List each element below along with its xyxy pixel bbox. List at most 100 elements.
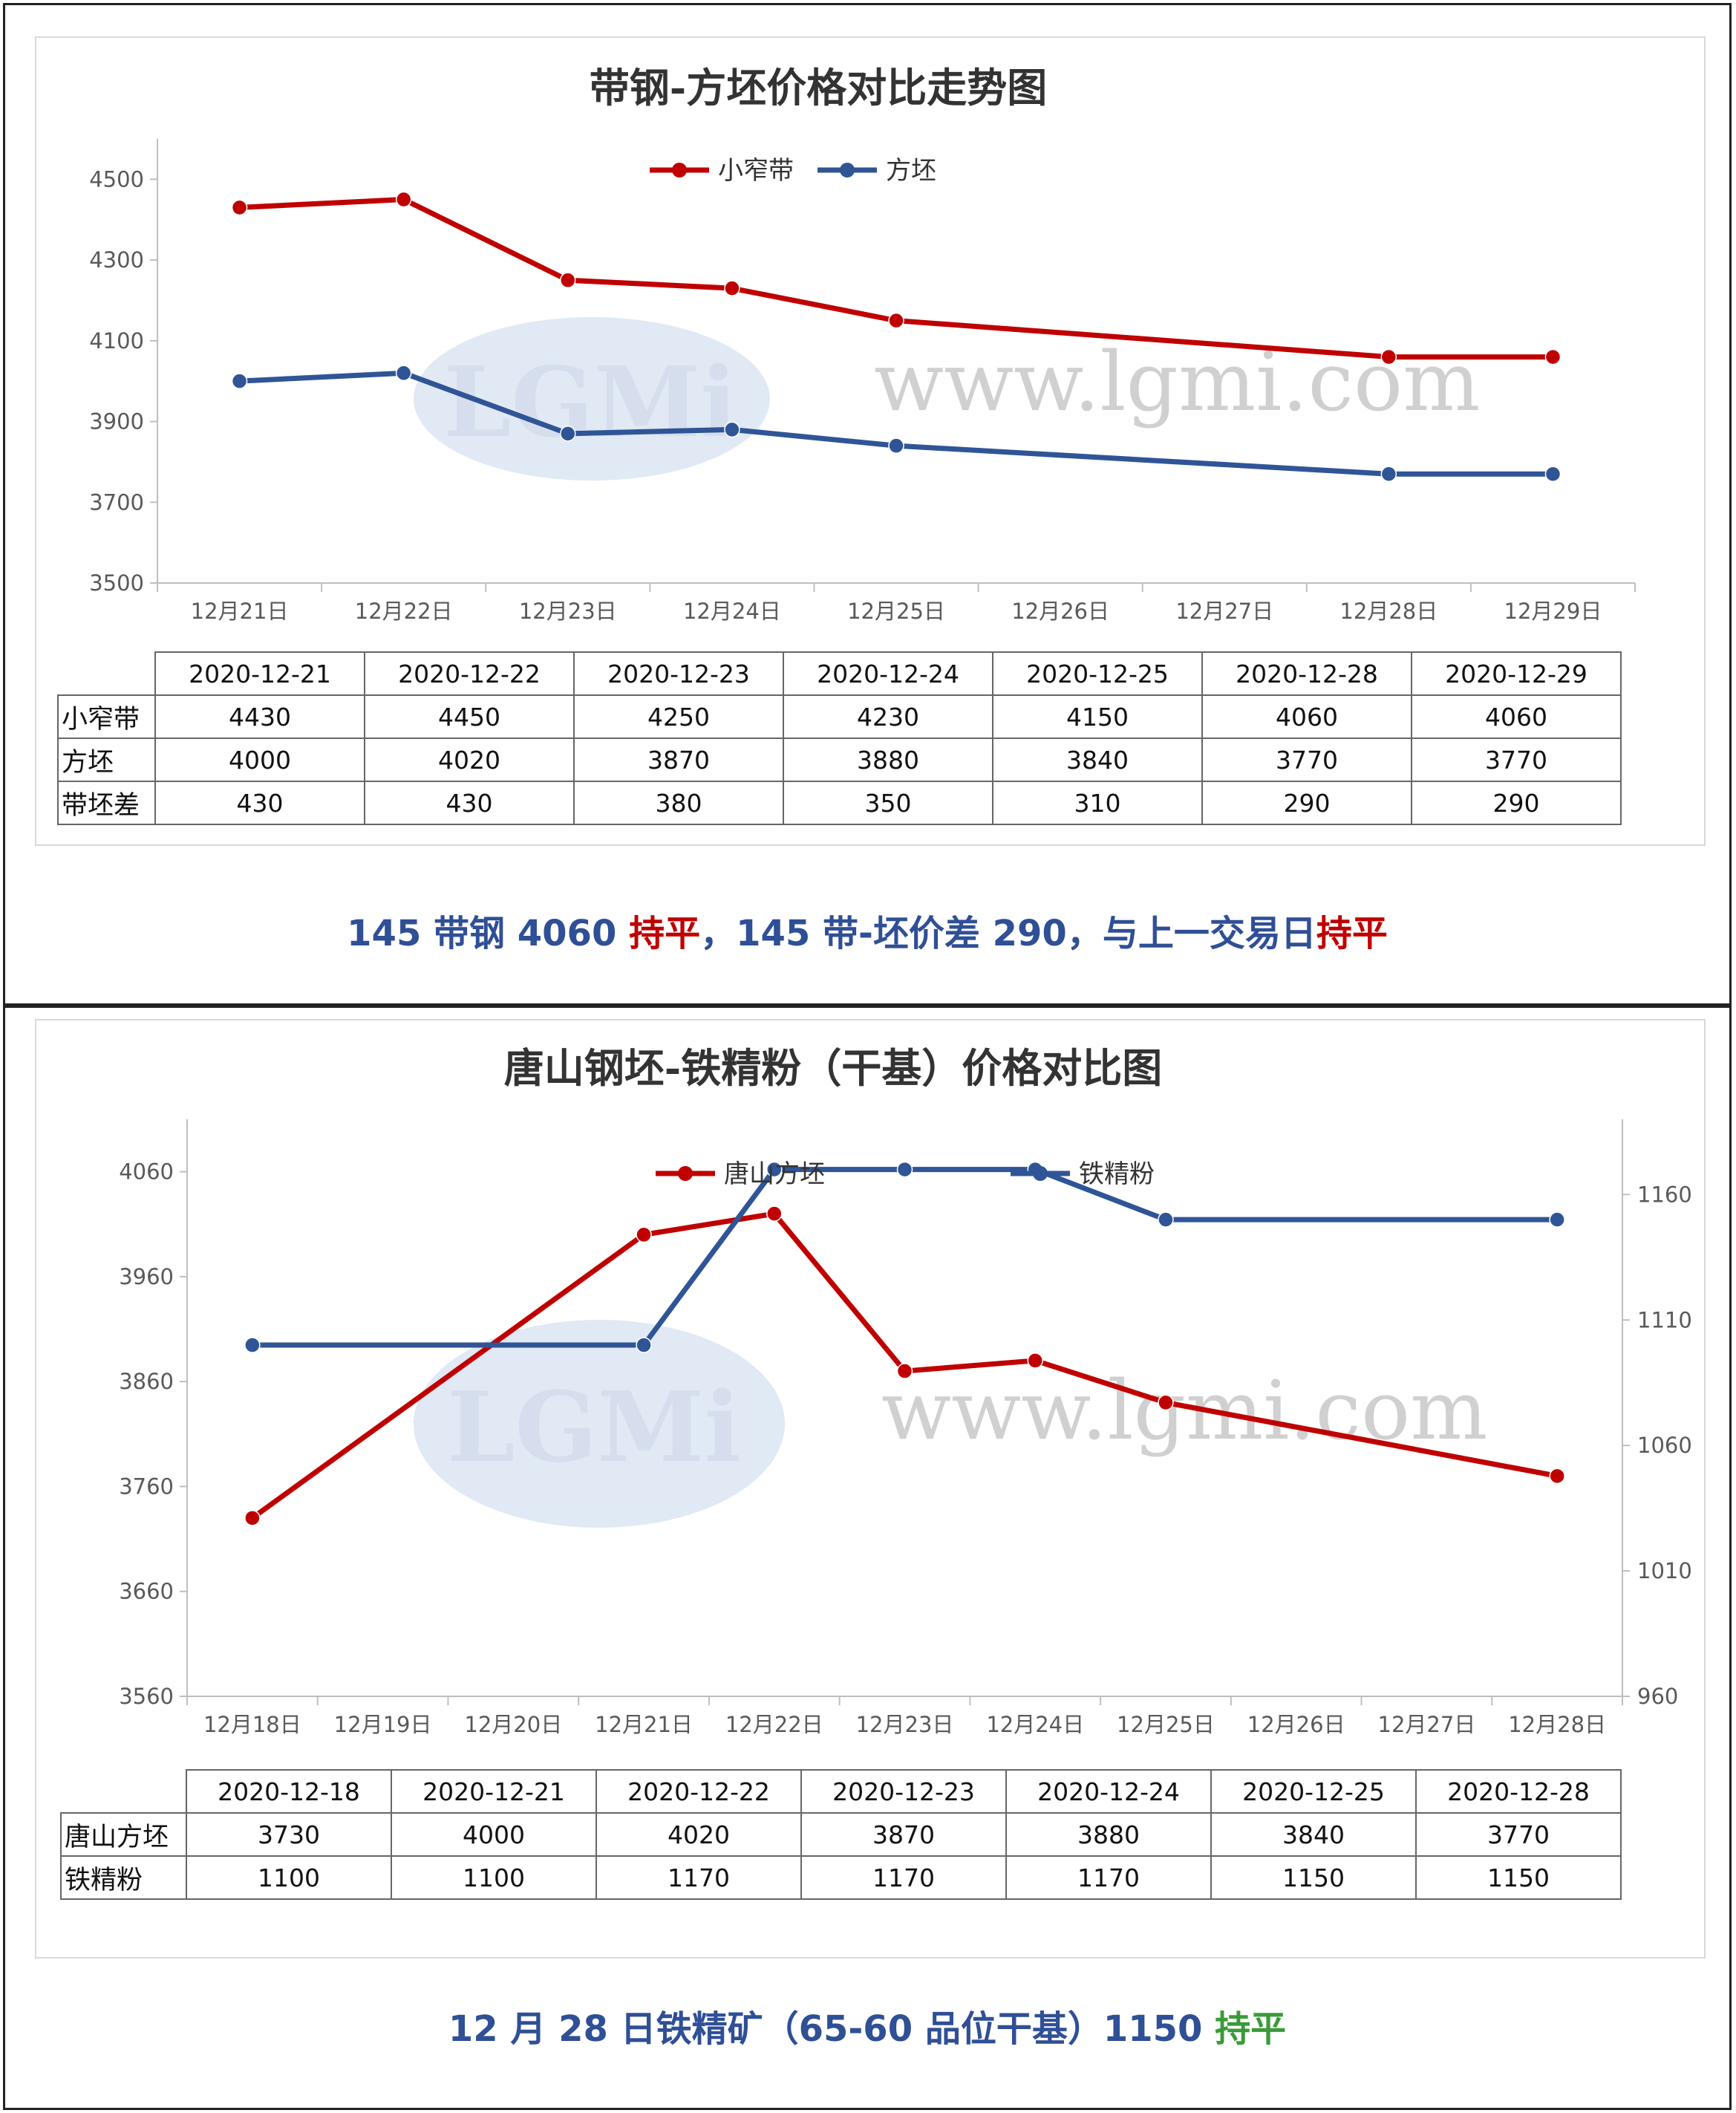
x-tick-label: 12月18日 (203, 1712, 301, 1737)
table-cell: 4060 (1201, 694, 1412, 739)
table-cell: 4060 (1411, 694, 1622, 739)
table-header-cell: 2020-12-24 (1005, 1769, 1212, 1814)
table-cell: 1170 (800, 1855, 1007, 1900)
table-header-cell: 2020-12-28 (1201, 651, 1412, 696)
data-point (888, 437, 904, 454)
chart1-frame (35, 36, 1706, 846)
table-header-row: 2020-12-21 2020-12-22 2020-12-23 2020-12… (58, 651, 1622, 696)
legend-marker (672, 163, 687, 178)
table-header-cell: 2020-12-24 (783, 651, 993, 696)
data-point (395, 191, 412, 208)
legend-marker (1033, 1166, 1048, 1181)
data-point (244, 1337, 261, 1353)
x-tick-label: 12月21日 (191, 599, 289, 624)
table-row: 铁精粉 1100 1100 1170 1170 1170 1150 1150 (60, 1855, 1622, 1900)
legend-label: 方坯 (886, 156, 936, 186)
x-tick-label: 12月25日 (1117, 1712, 1215, 1737)
table-cell: 380 (573, 781, 784, 825)
table-cell: 290 (1201, 781, 1412, 825)
watermark-logo: LGMi (443, 345, 737, 459)
y2-tick-label: 1160 (1637, 1182, 1692, 1207)
table-cell: 3840 (992, 738, 1203, 782)
chart1-title: 带钢-方坯价格对比走势图 (590, 64, 1047, 111)
table-cell: 3770 (1411, 738, 1622, 782)
x-tick-label: 12月27日 (1378, 1712, 1476, 1737)
data-point (231, 373, 248, 389)
data-point (395, 365, 412, 382)
table-cell: 3770 (1201, 738, 1412, 782)
y-tick-label: 3960 (119, 1264, 174, 1289)
legend-marker (678, 1166, 693, 1181)
y-tick-label: 3660 (119, 1579, 174, 1604)
panel-tangshan-billet: LGMi www.lgmi.com 唐山钢坯-铁精粉（干基）价格对比图 3560… (3, 1006, 1732, 2110)
caption-status: 持平 (1316, 913, 1388, 954)
data-point (231, 199, 248, 216)
table-cell: 430 (154, 781, 365, 825)
x-tick-label: 12月22日 (355, 599, 453, 624)
table-row: 方坯 4000 4020 3870 3880 3840 3770 3770 (57, 738, 1622, 782)
data-point (560, 426, 576, 442)
table-cell: 4020 (595, 1812, 802, 1857)
table-cell: 4230 (783, 694, 993, 739)
chart1-plot: LGMi www.lgmi.com 带钢-方坯价格对比走势图 3500 3700 3… (89, 64, 1636, 624)
data-point (1380, 348, 1397, 365)
table-cell: 350 (783, 781, 993, 825)
data-point (1158, 1211, 1174, 1228)
y-tick-label: 3700 (89, 489, 144, 515)
table-cell: 3770 (1415, 1812, 1622, 1857)
row-label: 方坯 (57, 738, 156, 782)
chart1-caption: 145 带钢 4060 持平，145 带-坯价差 290，与上一交易日持平 (5, 904, 1729, 956)
table-header-row: 2020-12-18 2020-12-21 2020-12-22 2020-12… (61, 1769, 1622, 1814)
chart2-frame (35, 1019, 1706, 1959)
chart2-data-table: 2020-12-18 2020-12-21 2020-12-22 2020-12… (60, 1769, 1622, 1900)
table-cell: 1170 (595, 1855, 802, 1900)
table-row: 带坯差 430 430 380 350 310 290 290 (57, 781, 1622, 825)
caption-status: 持平 (629, 913, 701, 954)
table-cell: 4150 (992, 694, 1203, 739)
y-tick-label: 3560 (119, 1684, 174, 1709)
table-cell: 3880 (783, 738, 993, 782)
row-label: 带坯差 (57, 781, 156, 825)
table-cell: 3840 (1210, 1812, 1417, 1857)
y-tick-label: 4500 (89, 166, 144, 192)
y-tick-label: 3900 (89, 409, 144, 434)
data-point (1544, 466, 1562, 482)
data-point (1027, 1352, 1043, 1369)
data-point (1544, 348, 1562, 365)
chart1-data-table: 2020-12-21 2020-12-22 2020-12-23 2020-12… (57, 651, 1622, 825)
data-point (888, 312, 904, 329)
table-header-cell: 2020-12-22 (595, 1769, 802, 1814)
table-cell: 4000 (391, 1812, 597, 1857)
chart2-plot: LGMi www.lgmi.com 唐山钢坯-铁精粉（干基）价格对比图 3560… (119, 1044, 1692, 1737)
x-tick-label: 12月29日 (1504, 599, 1602, 624)
x-tick-label: 12月22日 (725, 1712, 823, 1737)
caption-text: 145 带钢 4060 (347, 913, 630, 954)
table-cell: 1150 (1415, 1855, 1622, 1900)
x-tick-label: 12月28日 (1339, 599, 1438, 624)
row-label: 小窄带 (57, 694, 156, 739)
table-header-cell: 2020-12-29 (1411, 651, 1622, 696)
x-tick-label: 12月23日 (519, 599, 617, 624)
table-header-cell: 2020-12-22 (364, 651, 575, 696)
data-point (636, 1226, 652, 1243)
data-point (636, 1337, 652, 1353)
chart2-caption: 12 月 28 日铁精矿（65-60 品位干基）1150 持平 (5, 1999, 1729, 2051)
legend-label: 唐山方坯 (724, 1159, 825, 1189)
row-label: 铁精粉 (60, 1855, 187, 1900)
data-point (896, 1363, 913, 1379)
data-point (560, 272, 576, 289)
series-line (239, 197, 1553, 360)
data-point (766, 1161, 783, 1178)
table-cell: 4430 (154, 694, 365, 739)
data-point (1158, 1394, 1174, 1411)
table-row: 唐山方坯 3730 4000 4020 3870 3880 3840 3770 (60, 1812, 1622, 1857)
y2-tick-label: 1010 (1637, 1558, 1692, 1583)
table-header-cell: 2020-12-18 (186, 1769, 392, 1814)
data-point (766, 1205, 783, 1222)
table-cell: 3870 (573, 738, 784, 782)
data-point (1549, 1468, 1565, 1485)
table-cell: 310 (992, 781, 1203, 825)
caption-text: ，145 带-坯价差 290，与上一交易日 (700, 913, 1316, 954)
x-tick-label: 12月24日 (683, 599, 781, 624)
table-header-cell: 2020-12-28 (1415, 1769, 1622, 1814)
